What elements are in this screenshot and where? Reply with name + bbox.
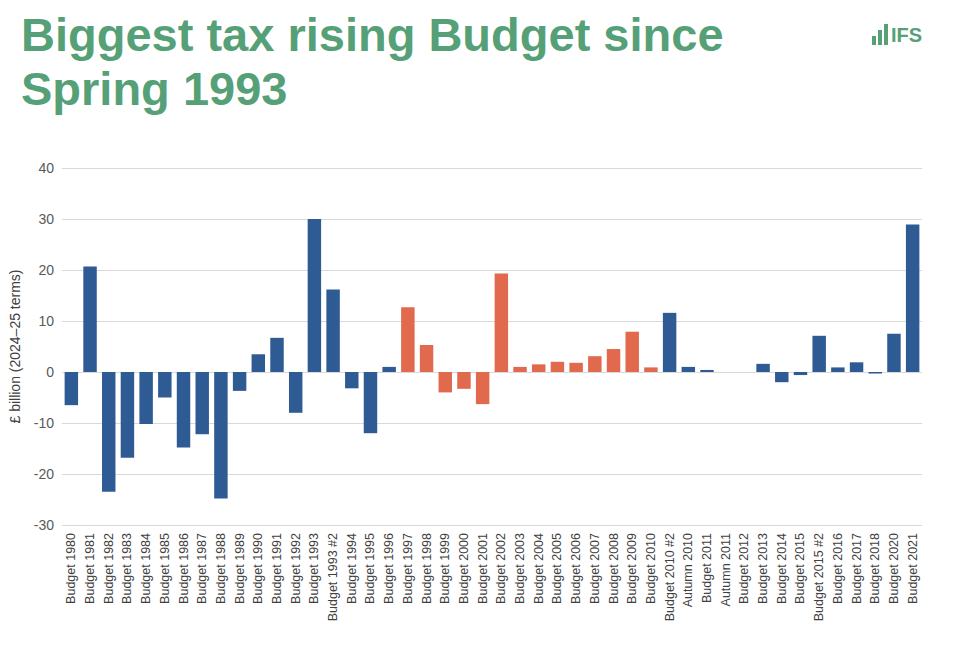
svg-text:£ billion (2024–25 terms): £ billion (2024–25 terms)	[7, 269, 23, 423]
svg-text:Budget 2010 #2: Budget 2010 #2	[663, 533, 677, 621]
svg-text:Budget 2013: Budget 2013	[756, 533, 770, 604]
svg-text:Budget 2021: Budget 2021	[906, 533, 920, 604]
svg-text:Budget 2005: Budget 2005	[550, 533, 564, 604]
svg-text:Budget 1994: Budget 1994	[345, 533, 359, 604]
svg-text:Budget 1985: Budget 1985	[158, 533, 172, 604]
svg-text:Budget 1993: Budget 1993	[307, 533, 321, 604]
svg-text:Budget 1991: Budget 1991	[270, 533, 284, 604]
svg-text:40: 40	[38, 160, 54, 176]
svg-text:0: 0	[46, 364, 54, 380]
svg-text:Budget 1982: Budget 1982	[102, 533, 116, 604]
svg-text:Autumn 2011: Autumn 2011	[719, 533, 733, 606]
svg-text:20: 20	[38, 262, 54, 278]
svg-text:Budget 1984: Budget 1984	[139, 533, 153, 604]
svg-text:Budget 1990: Budget 1990	[251, 533, 265, 604]
svg-text:Budget 1995: Budget 1995	[363, 533, 377, 604]
svg-text:Budget 1996: Budget 1996	[382, 533, 396, 604]
svg-text:Budget 1989: Budget 1989	[233, 533, 247, 604]
svg-text:Budget 2007: Budget 2007	[588, 533, 602, 604]
svg-text:Budget 1987: Budget 1987	[195, 533, 209, 604]
svg-text:Budget 2016: Budget 2016	[831, 533, 845, 604]
svg-text:Budget 2012: Budget 2012	[737, 533, 751, 604]
svg-text:Budget 1999: Budget 1999	[438, 533, 452, 604]
svg-text:Budget 1986: Budget 1986	[177, 533, 191, 604]
svg-text:Budget 1981: Budget 1981	[83, 533, 97, 604]
svg-text:Budget 2006: Budget 2006	[569, 533, 583, 604]
svg-text:10: 10	[38, 313, 54, 329]
svg-text:Biggest tax rising Budget sinc: Biggest tax rising Budget since	[21, 8, 737, 61]
svg-text:Budget 1997: Budget 1997	[401, 533, 415, 604]
svg-text:-30: -30	[34, 517, 54, 533]
svg-text:Budget 2009: Budget 2009	[625, 533, 639, 604]
svg-text:Budget 2001: Budget 2001	[476, 533, 490, 604]
svg-text:Budget 2010: Budget 2010	[644, 533, 658, 604]
svg-text:-10: -10	[34, 415, 54, 431]
svg-text:Spring 1993: Spring 1993	[21, 62, 287, 115]
svg-text:Budget 2014: Budget 2014	[775, 533, 789, 604]
svg-text:Budget 2000: Budget 2000	[457, 533, 471, 604]
svg-text:Budget 2015 #2: Budget 2015 #2	[812, 533, 826, 621]
svg-text:Budget 2017: Budget 2017	[850, 533, 864, 604]
svg-text:Budget 2002: Budget 2002	[494, 533, 508, 604]
svg-text:Budget 1998: Budget 1998	[420, 533, 434, 604]
svg-text:-20: -20	[34, 466, 54, 482]
svg-text:Budget 1983: Budget 1983	[120, 533, 134, 604]
svg-text:Budget 1988: Budget 1988	[214, 533, 228, 604]
svg-text:IFS: IFS	[891, 24, 922, 46]
svg-text:Budget 2018: Budget 2018	[868, 533, 882, 604]
svg-text:Budget 2011: Budget 2011	[700, 533, 714, 603]
svg-text:Budget 1980: Budget 1980	[64, 533, 78, 604]
svg-text:Budget 1992: Budget 1992	[289, 533, 303, 604]
svg-text:Budget 2004: Budget 2004	[532, 533, 546, 604]
svg-text:Budget 2020: Budget 2020	[887, 533, 901, 604]
svg-text:30: 30	[38, 211, 54, 227]
svg-text:Budget 1993 #2: Budget 1993 #2	[326, 533, 340, 621]
svg-text:Autumn 2010: Autumn 2010	[681, 533, 695, 607]
svg-text:Budget 2015: Budget 2015	[793, 533, 807, 604]
svg-text:Budget 2008: Budget 2008	[607, 533, 621, 604]
svg-text:Budget 2003: Budget 2003	[513, 533, 527, 604]
